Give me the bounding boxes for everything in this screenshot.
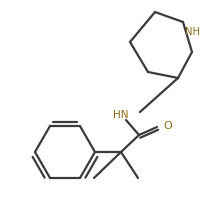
Text: NH: NH: [184, 27, 199, 37]
Text: HN: HN: [112, 110, 128, 120]
Text: O: O: [162, 121, 171, 131]
